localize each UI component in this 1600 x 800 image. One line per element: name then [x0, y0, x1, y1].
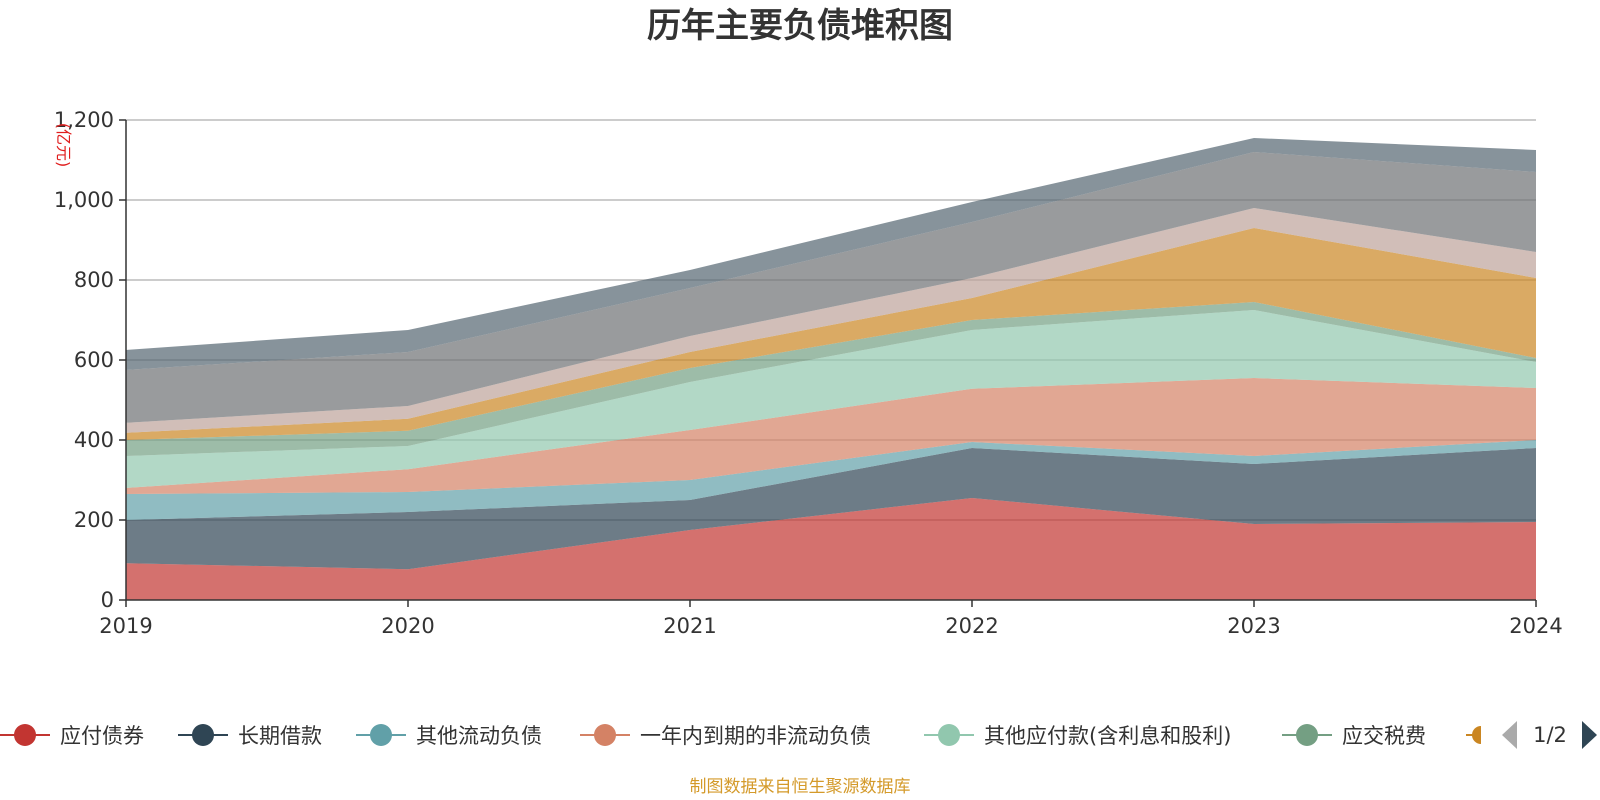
legend-item-长期借款[interactable]: 长期借款 — [178, 724, 322, 748]
area-series-其他应付款(含利息和股利) — [126, 310, 1536, 488]
legend-label: 其他流动负债 — [416, 724, 542, 748]
x-tick-label: 2022 — [945, 614, 998, 638]
area-series-一年内到期的非流动负债 — [126, 378, 1536, 494]
y-tick-label: 200 — [74, 508, 114, 532]
x-tick-label: 2024 — [1509, 614, 1562, 638]
y-tick-label: 1,000 — [54, 188, 114, 212]
legend-circle-icon — [594, 724, 616, 746]
area-series-应付债券 — [126, 498, 1536, 600]
legend-prev-page-icon[interactable] — [1502, 721, 1517, 749]
legend-item-应付债券[interactable]: 应付债券 — [0, 724, 144, 748]
area-layer — [126, 138, 1536, 600]
legend-circle-icon — [370, 724, 392, 746]
legend-label: 长期借款 — [238, 724, 322, 748]
legend-page-indicator: 1/2 — [1533, 723, 1567, 747]
legend: 应付债券 长期借款 其他流动负债 一年内到期的非流动负债 其他应付款(含利息和股利) 应交… — [0, 724, 1481, 748]
legend-label: 应付债券 — [60, 724, 144, 748]
area-series-应付职工薪酬 — [126, 208, 1536, 433]
area-series-应交税费 — [126, 302, 1536, 456]
legend-item-其他流动负债[interactable]: 其他流动负债 — [356, 724, 542, 748]
x-tick-label: 2021 — [663, 614, 716, 638]
area-series-合同负债 — [126, 138, 1536, 370]
y-tick-label: 800 — [74, 268, 114, 292]
y-tick-label: 0 — [101, 588, 114, 612]
legend-circle-icon — [192, 724, 214, 746]
area-series-长期借款 — [126, 448, 1536, 570]
legend-item-应交税费[interactable]: 应交税费 — [1282, 724, 1426, 748]
legend-label: 一年内到期的非流动负债 — [640, 724, 871, 748]
chart-title: 历年主要负债堆积图 — [647, 6, 953, 46]
axis-layer: 0 200 400 600 800 1,000 1,200 2019 2020 2021 2022 2… — [54, 108, 1563, 638]
y-tick-label: 400 — [74, 428, 114, 452]
y-tick-label: 1,200 — [54, 108, 114, 132]
legend-item-truncated — [1466, 726, 1481, 744]
legend-circle-icon — [14, 724, 36, 746]
y-axis-unit-label: (亿元) — [54, 123, 73, 168]
legend-next-page-icon[interactable] — [1582, 721, 1597, 749]
source-note: 制图数据来自恒生聚源数据库 — [690, 777, 911, 797]
legend-pager: 1/2 — [1502, 721, 1597, 749]
legend-circle-icon — [1296, 724, 1318, 746]
legend-item-其他应付款(含利息和股利)[interactable]: 其他应付款(含利息和股利) — [924, 724, 1231, 748]
legend-item-一年内到期的非流动负债[interactable]: 一年内到期的非流动负债 — [580, 724, 871, 748]
legend-label: 应交税费 — [1342, 724, 1426, 748]
legend-circle-icon — [938, 724, 960, 746]
area-series-其他流动负债 — [126, 440, 1536, 520]
legend-label: 其他应付款(含利息和股利) — [984, 724, 1231, 748]
legend-circle-icon — [1472, 726, 1481, 744]
x-tick-label: 2020 — [381, 614, 434, 638]
y-tick-label: 600 — [74, 348, 114, 372]
x-tick-label: 2023 — [1227, 614, 1280, 638]
x-tick-label: 2019 — [99, 614, 152, 638]
area-series-应付票据 — [126, 228, 1536, 440]
area-series-应付账款 — [126, 152, 1536, 423]
